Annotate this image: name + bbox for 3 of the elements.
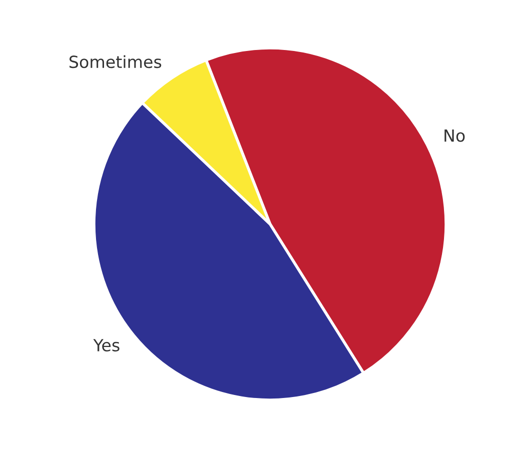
slice-label: Yes	[93, 339, 120, 352]
slice-label: Sometimes	[70, 55, 162, 68]
slice-label: No	[444, 129, 465, 142]
